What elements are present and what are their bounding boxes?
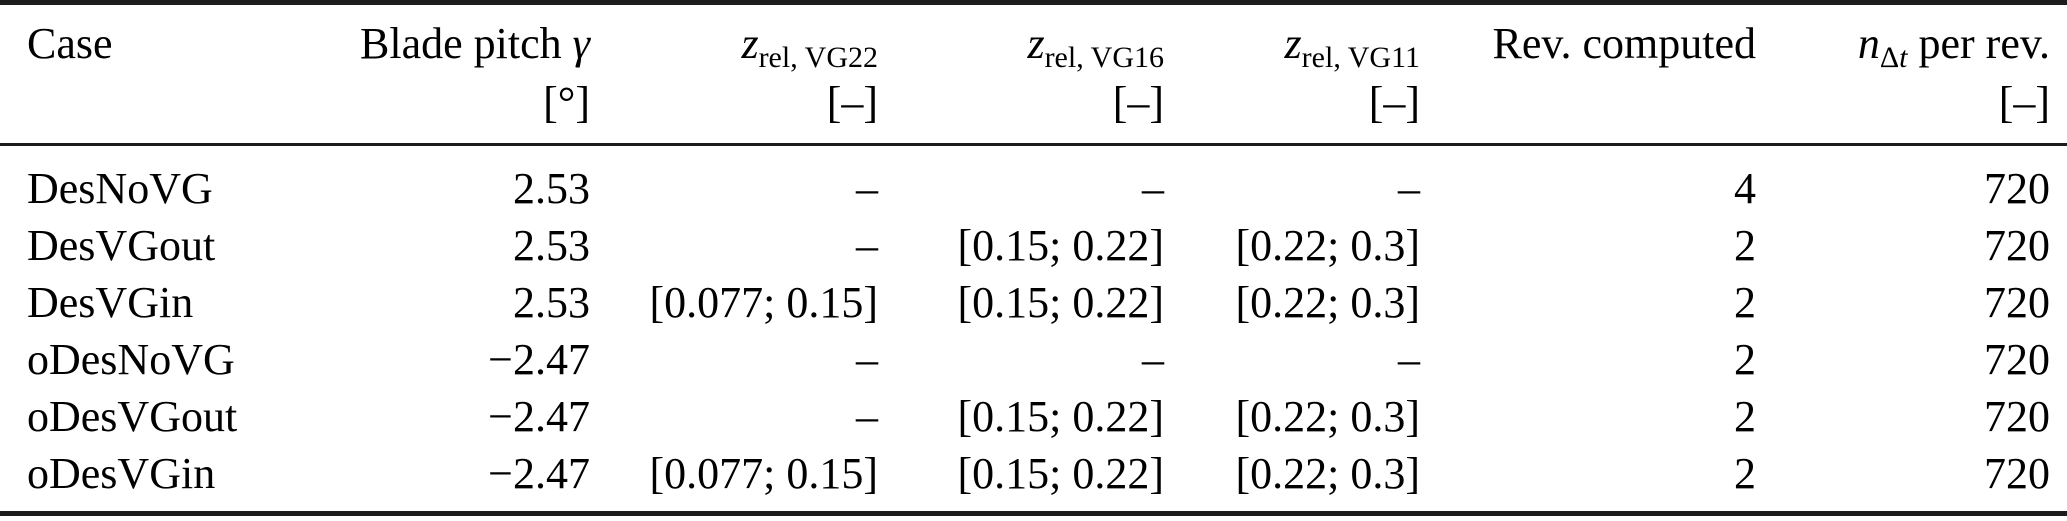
rev-computed-cell: 2 — [1734, 335, 1756, 384]
z-vg11-cell: [0.22; 0.3] — [1235, 221, 1420, 270]
z-vg22-cell: – — [856, 221, 878, 270]
blade-pitch-cell: 2.53 — [513, 221, 590, 270]
case-cell: DesVGout — [27, 221, 216, 270]
z-vg16-cell: – — [1142, 164, 1164, 213]
unit-rev-computed-empty — [1420, 71, 1756, 146]
column-header-z-rel-vg16: zrel, VG16 — [878, 3, 1164, 74]
header-name-row: Case Blade pitch γ zrel, VG22 zrel, VG16 … — [0, 3, 2067, 74]
case-cell: DesVGin — [27, 278, 194, 327]
t-symbol: t — [1899, 41, 1908, 74]
z-vg11-cell: – — [1398, 164, 1420, 213]
z-vg11-cell: [0.22; 0.3] — [1235, 449, 1420, 498]
n-dt-cell: 720 — [1984, 335, 2050, 384]
rev-computed-cell: 2 — [1734, 221, 1756, 270]
header-unit-row: [°] [–] [–] [–] [–] — [0, 71, 2067, 146]
blade-pitch-cell: 2.53 — [513, 278, 590, 327]
z-vg16-cell: [0.15; 0.22] — [957, 278, 1164, 327]
column-header-n-dt-per-rev: nΔt per rev. — [1756, 3, 2067, 74]
z-vg22-cell: – — [856, 164, 878, 213]
case-cell: oDesNoVG — [27, 335, 235, 384]
z-vg11-cell: [0.22; 0.3] — [1235, 278, 1420, 327]
z-vg16-subscript: rel, VG16 — [1044, 41, 1164, 74]
n-symbol: n — [1857, 19, 1880, 68]
table-body: DesNoVG 2.53 – – – 4 720 DesVGout 2.53 –… — [0, 145, 2067, 514]
z-vg22-subscript: rel, VG22 — [758, 41, 878, 74]
z-vg11-cell: – — [1398, 335, 1420, 384]
rev-computed-cell: 2 — [1734, 278, 1756, 327]
z-vg22-cell: – — [856, 392, 878, 441]
n-dt-cell: 720 — [1984, 164, 2050, 213]
z-vg16-cell: – — [1142, 335, 1164, 384]
column-header-rev-computed: Rev. computed — [1420, 3, 1756, 72]
delta-symbol: Δ — [1879, 41, 1900, 74]
column-header-blade-pitch: Blade pitch γ — [300, 3, 590, 72]
rev-computed-cell: 2 — [1734, 449, 1756, 498]
case-cell: oDesVGout — [27, 392, 238, 441]
unit-blade-pitch: [°] — [300, 71, 590, 146]
table-row: oDesVGout −2.47 – [0.15; 0.22] [0.22; 0.… — [0, 388, 2067, 445]
table-row: oDesVGin −2.47 [0.077; 0.15] [0.15; 0.22… — [0, 445, 2067, 514]
unit-z-rel-vg11: [–] — [1164, 71, 1420, 146]
n-dt-cell: 720 — [1984, 278, 2050, 327]
z-vg22-cell: – — [856, 335, 878, 384]
blade-pitch-cell: −2.47 — [488, 449, 590, 498]
unit-case-empty — [0, 71, 300, 146]
case-cell: oDesVGin — [27, 449, 216, 498]
z-symbol: z — [1284, 19, 1302, 68]
blade-pitch-cell: −2.47 — [488, 392, 590, 441]
z-vg11-subscript: rel, VG11 — [1301, 41, 1420, 74]
n-dt-cell: 720 — [1984, 392, 2050, 441]
gamma-symbol: γ — [572, 19, 590, 68]
z-vg16-cell: [0.15; 0.22] — [957, 449, 1164, 498]
z-vg22-cell: [0.077; 0.15] — [649, 449, 878, 498]
table-row: oDesNoVG −2.47 – – – 2 720 — [0, 331, 2067, 388]
unit-n-dt: [–] — [1756, 71, 2067, 146]
column-header-case: Case — [0, 3, 300, 72]
n-dt-cell: 720 — [1984, 221, 2050, 270]
n-dt-cell: 720 — [1984, 449, 2050, 498]
z-symbol: z — [741, 19, 759, 68]
column-header-z-rel-vg11: zrel, VG11 — [1164, 3, 1420, 74]
table-row: DesVGout 2.53 – [0.15; 0.22] [0.22; 0.3]… — [0, 217, 2067, 274]
table-header: Case Blade pitch γ zrel, VG22 zrel, VG16 … — [0, 3, 2067, 146]
rev-computed-cell: 4 — [1734, 164, 1756, 213]
blade-pitch-cell: 2.53 — [513, 164, 590, 213]
blade-pitch-cell: −2.47 — [488, 335, 590, 384]
unit-z-rel-vg22: [–] — [590, 71, 878, 146]
rev-computed-label: Rev. computed — [1492, 19, 1756, 68]
z-vg11-cell: [0.22; 0.3] — [1235, 392, 1420, 441]
case-cell: DesNoVG — [27, 164, 213, 213]
n-dt-subscript: Δt — [1880, 41, 1908, 74]
table-row: DesNoVG 2.53 – – – 4 720 — [0, 145, 2067, 218]
z-vg22-cell: [0.077; 0.15] — [649, 278, 878, 327]
z-vg16-cell: [0.15; 0.22] — [957, 221, 1164, 270]
blade-pitch-label: Blade pitch — [360, 19, 562, 68]
z-vg16-cell: [0.15; 0.22] — [957, 392, 1164, 441]
case-label: Case — [27, 19, 113, 68]
column-header-z-rel-vg22: zrel, VG22 — [590, 3, 878, 74]
rev-computed-cell: 2 — [1734, 392, 1756, 441]
table-row: DesVGin 2.53 [0.077; 0.15] [0.15; 0.22] … — [0, 274, 2067, 331]
z-symbol: z — [1027, 19, 1045, 68]
unit-z-rel-vg16: [–] — [878, 71, 1164, 146]
per-rev-label: per rev. — [1918, 19, 2050, 68]
